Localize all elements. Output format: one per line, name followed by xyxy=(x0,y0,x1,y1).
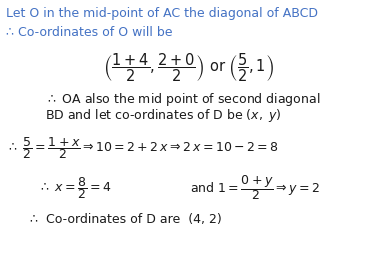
Text: $\therefore\ x=\dfrac{8}{2}=4$: $\therefore\ x=\dfrac{8}{2}=4$ xyxy=(38,175,112,201)
Text: BD and let co-ordinates of D be $(x,\ y)$: BD and let co-ordinates of D be $(x,\ y)… xyxy=(45,108,282,124)
Text: $\therefore$ OA also the mid point of second diagonal: $\therefore$ OA also the mid point of se… xyxy=(45,92,320,108)
Text: and $1=\dfrac{0+y}{2}\Rightarrow y=2$: and $1=\dfrac{0+y}{2}\Rightarrow y=2$ xyxy=(190,173,320,202)
Text: $\left(\dfrac{1+4}{2},\dfrac{2+0}{2}\right)$ or $\left(\dfrac{5}{2},1\right)$: $\left(\dfrac{1+4}{2},\dfrac{2+0}{2}\rig… xyxy=(103,52,273,84)
Text: ∴ Co-ordinates of O will be: ∴ Co-ordinates of O will be xyxy=(6,25,173,38)
Text: ∴  Co-ordinates of D are  (4, 2): ∴ Co-ordinates of D are (4, 2) xyxy=(30,214,222,227)
Text: $\therefore\ \dfrac{5}{2}=\dfrac{1+x}{2}\Rightarrow 10=2+2\,x\Rightarrow 2\,x=10: $\therefore\ \dfrac{5}{2}=\dfrac{1+x}{2}… xyxy=(6,135,279,161)
Text: Let O in the mid-point of AC the diagonal of ABCD: Let O in the mid-point of AC the diagona… xyxy=(6,8,318,21)
